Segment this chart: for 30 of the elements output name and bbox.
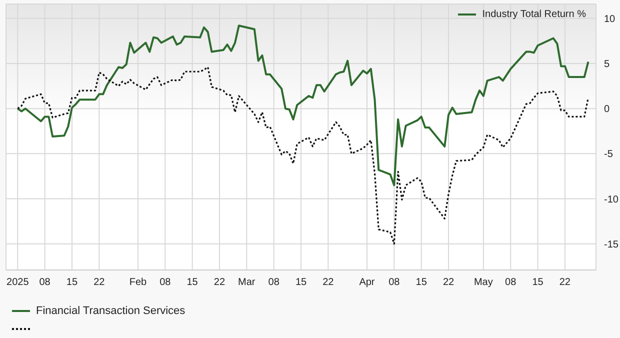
x-tick-label: 22 <box>442 277 454 288</box>
x-tick-label: 22 <box>322 277 334 288</box>
y-tick-label: 0 <box>604 104 610 116</box>
x-tick-label: 15 <box>186 277 198 288</box>
x-tick-label: 15 <box>295 277 307 288</box>
x-tick-label: Apr <box>359 277 376 288</box>
x-tick-label: 08 <box>388 277 400 288</box>
x-tick-label: May <box>474 277 493 288</box>
y-tick-label: 5 <box>604 59 610 70</box>
x-tick-label: 22 <box>214 277 226 288</box>
y-tick-label: 10 <box>604 14 616 25</box>
legend-label: Financial Transaction Services <box>36 305 186 317</box>
y-tick-label: -10 <box>604 194 619 206</box>
y-tick-label: -15 <box>604 239 619 250</box>
x-tick-label: 22 <box>94 277 106 288</box>
y-axis-title: Industry Total Return % <box>482 9 586 20</box>
x-tick-label: 08 <box>268 277 280 288</box>
x-tick-label: 22 <box>559 277 571 288</box>
x-tick-label: Mar <box>238 277 256 288</box>
x-tick-label: 15 <box>66 277 78 288</box>
x-tick-label: 15 <box>532 277 544 288</box>
line-series <box>16 66 590 245</box>
line-series <box>16 24 590 186</box>
x-tick-label: Feb <box>129 277 148 288</box>
x-tick-label: 08 <box>39 277 51 288</box>
x-tick-label: 08 <box>160 277 172 288</box>
x-tick-label: 08 <box>505 277 517 288</box>
y-tick-label: -5 <box>604 149 614 160</box>
x-tick-label: 15 <box>416 277 428 288</box>
x-tick-label: 2025 <box>6 277 30 288</box>
